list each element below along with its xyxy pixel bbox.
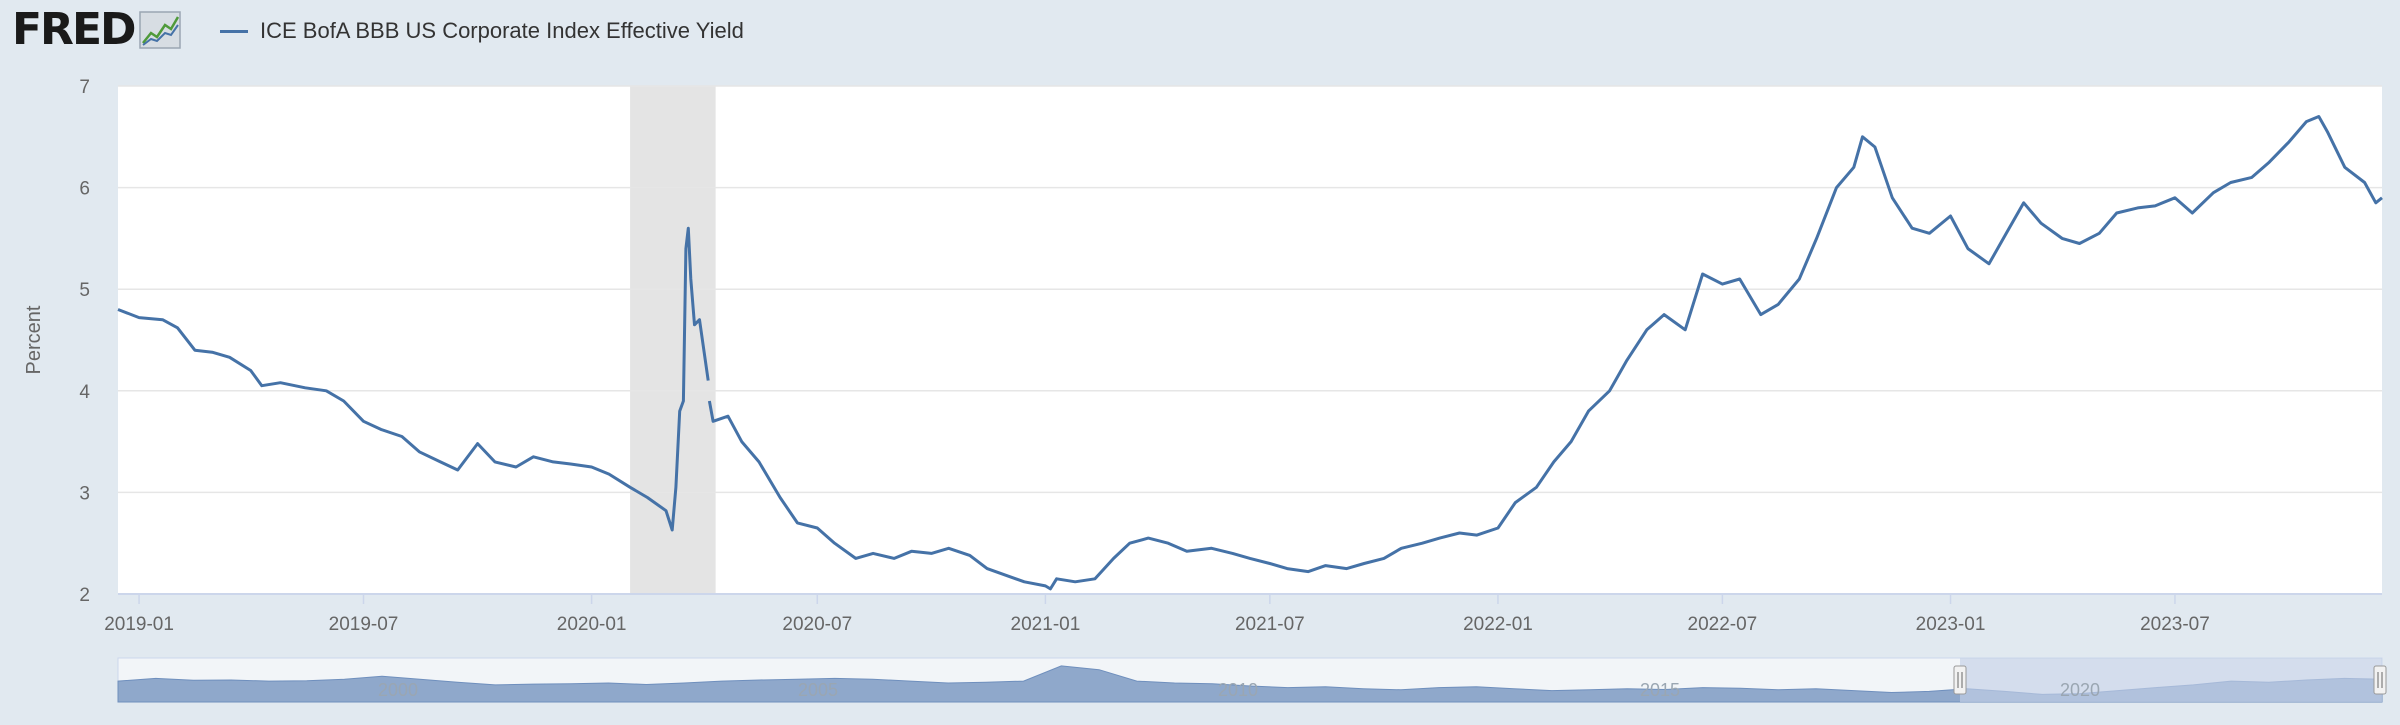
plot-area bbox=[118, 86, 2382, 594]
x-tick-label: 2023-01 bbox=[1916, 614, 1986, 635]
y-tick-label: 7 bbox=[79, 77, 90, 98]
x-tick-label: 2022-01 bbox=[1463, 614, 1533, 635]
x-tick-label: 2020-01 bbox=[557, 614, 627, 635]
x-tick-label: 2020-07 bbox=[782, 614, 852, 635]
x-tick-label: 2021-01 bbox=[1011, 614, 1081, 635]
y-tick-label: 3 bbox=[79, 483, 90, 504]
y-axis-title: Percent bbox=[23, 305, 45, 374]
x-tick-label: 2022-07 bbox=[1688, 614, 1758, 635]
handle-body bbox=[2373, 665, 2387, 695]
navigator-tick-label: 2020 bbox=[2060, 680, 2100, 700]
series-line bbox=[707, 115, 2383, 591]
navigator-left-handle[interactable] bbox=[1953, 665, 1967, 695]
legend-series-label: ICE BofA BBB US Corporate Index Effectiv… bbox=[260, 18, 744, 43]
y-tick-label: 2 bbox=[79, 585, 90, 606]
line-chart-icon bbox=[138, 11, 181, 49]
header: FRED ICE BofA BBB US Corporate Index Eff… bbox=[0, 0, 2400, 60]
y-tick-label: 6 bbox=[79, 179, 90, 200]
x-tick-label: 2023-07 bbox=[2140, 614, 2210, 635]
chart-legend[interactable]: ICE BofA BBB US Corporate Index Effectiv… bbox=[220, 14, 744, 48]
legend-swatch bbox=[220, 29, 248, 33]
navigator-right-handle[interactable] bbox=[2373, 665, 2387, 695]
x-tick-label: 2019-01 bbox=[104, 614, 174, 635]
x-tick-label: 2019-07 bbox=[329, 614, 399, 635]
navigator-tick-label: 2015 bbox=[1640, 680, 1680, 700]
navigator-selection bbox=[1960, 658, 2382, 702]
x-tick-label: 2021-07 bbox=[1235, 614, 1305, 635]
series-line bbox=[117, 226, 710, 532]
y-tick-label: 5 bbox=[79, 280, 90, 301]
navigator-tick-label: 2000 bbox=[378, 680, 418, 700]
navigator-tick-label: 2005 bbox=[798, 680, 838, 700]
handle-body bbox=[1953, 665, 1967, 695]
fred-logo[interactable]: FRED bbox=[12, 6, 181, 54]
navigator-tick-label: 2010 bbox=[1218, 680, 1258, 700]
y-tick-label: 4 bbox=[79, 382, 90, 403]
logo-text: FRED bbox=[12, 4, 137, 55]
